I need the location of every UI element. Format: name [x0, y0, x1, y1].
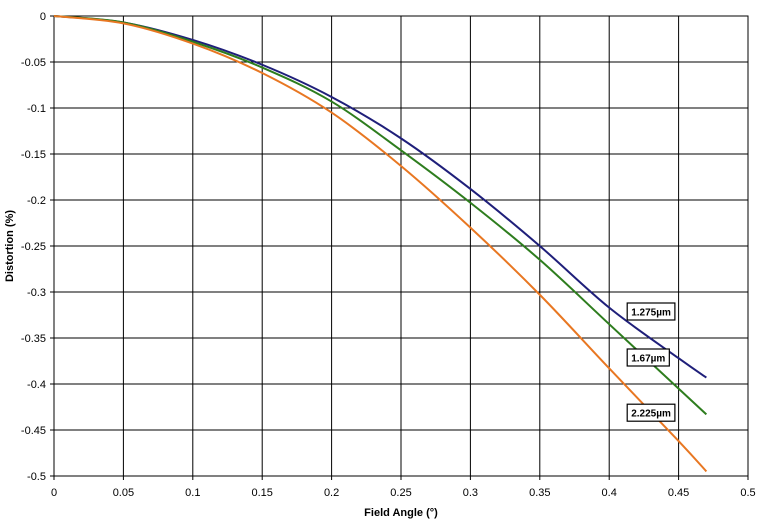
x-tick-label: 0.2: [324, 487, 339, 499]
x-tick-label: 0.05: [113, 487, 134, 499]
y-axis-ticks: 0 -0.05 -0.1 -0.15 -0.2 -0.25 -0.3 -0.35 -0.4 -0.…: [21, 11, 54, 483]
series-label-text: 2.225µm: [631, 409, 671, 420]
x-tick-label: 0.5: [740, 487, 755, 499]
y-tick-label: -0.45: [21, 425, 46, 437]
x-tick-label: 0: [51, 487, 57, 499]
y-tick-label: -0.2: [27, 195, 46, 207]
y-axis-label: Distortion (%): [4, 210, 16, 282]
series-line: [53, 15, 707, 379]
series-line: [53, 15, 708, 473]
x-axis-ticks: 0 0.05 0.1 0.15 0.2 0.25 0.3 0.35 0.4 0.45 0.5: [51, 476, 756, 499]
series-label-box: [626, 302, 676, 321]
series-label: 1.67µm: [626, 348, 670, 367]
x-tick-label: 0.1: [185, 487, 200, 499]
x-tick-label: 0.4: [602, 487, 617, 499]
y-tick-label: -0.15: [21, 149, 46, 161]
y-tick-label: -0.25: [21, 241, 46, 253]
series-lines: [53, 15, 708, 473]
x-tick-label: 0.15: [251, 487, 272, 499]
y-tick-label: -0.05: [21, 57, 46, 69]
x-tick-label: 0.45: [668, 487, 689, 499]
y-tick-label: 0: [40, 11, 46, 23]
y-tick-label: -0.4: [27, 379, 46, 391]
series-labels: 1.275µm 1.67µm 2.225µm: [626, 302, 676, 422]
series-label: 1.275µm: [626, 302, 676, 321]
x-axis-label: Field Angle (°): [364, 507, 438, 519]
series-label-text: 1.67µm: [631, 354, 665, 365]
x-tick-label: 0.3: [463, 487, 478, 499]
series-line: [53, 15, 708, 416]
x-tick-label: 0.25: [390, 487, 411, 499]
y-tick-label: -0.1: [27, 103, 46, 115]
grid: [54, 16, 748, 476]
series-label: 2.225µm: [626, 403, 676, 422]
series-label-text: 1.275µm: [631, 308, 671, 319]
y-tick-label: -0.35: [21, 333, 46, 345]
x-tick-label: 0.35: [529, 487, 550, 499]
y-tick-label: -0.3: [27, 287, 46, 299]
y-tick-label: -0.5: [27, 471, 46, 483]
series-label-box: [626, 348, 670, 367]
series-label-box: [626, 403, 676, 422]
